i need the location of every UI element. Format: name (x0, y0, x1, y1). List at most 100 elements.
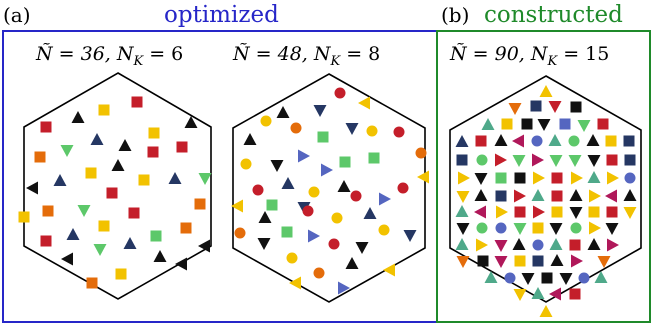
square-marker-yellow (138, 174, 150, 186)
square-marker-orange (34, 151, 46, 163)
square-marker-orange (194, 198, 206, 210)
square-marker-green (281, 226, 293, 238)
tri-up-marker-black (184, 116, 198, 128)
tri-up-marker-black (337, 180, 351, 192)
tri-up-marker-teal (481, 118, 495, 130)
square-marker-red (475, 135, 487, 147)
svg-text:Ñ = 90,NK = 15: Ñ = 90, NK = 15 (449, 42, 609, 69)
tri-up-marker-teal (549, 238, 563, 250)
square-marker-red (551, 190, 563, 202)
circle-marker-yellow (260, 115, 272, 127)
square-marker-red (569, 239, 581, 251)
square-marker-red (514, 206, 526, 218)
tri-up-marker-teal (594, 271, 608, 283)
tri-left-marker-yellow (289, 276, 301, 290)
tri-up-marker-black (494, 134, 508, 146)
square-marker-yellow (501, 118, 513, 130)
circle-marker-red (328, 238, 340, 250)
tri-right-marker-yellow (476, 238, 488, 252)
circle-marker-blue (495, 222, 507, 234)
circle-marker-orange (415, 147, 427, 159)
square-marker-yellow (115, 268, 127, 280)
tri-up-marker-teal (455, 238, 469, 250)
square-marker-red (176, 141, 188, 153)
square-marker-black (477, 255, 489, 267)
tri-right-marker-yellow (533, 171, 545, 185)
panel-a-title: optimized (164, 2, 279, 28)
circle-marker-red (302, 205, 314, 217)
square-marker-green (368, 152, 380, 164)
tri-down-marker-black (456, 223, 470, 235)
square-marker-green (495, 172, 507, 184)
square-marker-red (40, 121, 52, 133)
tri-left-marker-black (61, 252, 73, 266)
circle-marker-red (252, 184, 264, 196)
tri-left-marker-yellow (231, 199, 243, 213)
tri-down-marker-black (605, 223, 619, 235)
circle-marker-green (570, 222, 582, 234)
tri-right-marker-blue (321, 163, 333, 177)
square-marker-red (597, 118, 609, 130)
tri-left-marker-yellow (417, 170, 429, 184)
tri-up-marker-yellow (539, 85, 553, 97)
tri-up-marker-black (550, 254, 564, 266)
tri-right-marker-yellow (458, 171, 470, 185)
tri-down-marker-black (587, 155, 601, 167)
tri-down-marker-orange (456, 256, 470, 268)
tri-up-marker-black (345, 257, 359, 269)
circle-marker-green (476, 154, 488, 166)
circle-marker-blue (532, 239, 544, 251)
tri-right-marker-magenta (571, 254, 583, 268)
tri-down-marker-black (569, 207, 583, 219)
square-marker-navy (532, 255, 544, 267)
circle-marker-yellow (331, 212, 343, 224)
tri-down-marker-green (513, 223, 527, 235)
tri-down-marker-yellow (513, 289, 527, 301)
tri-right-marker-blue (298, 149, 310, 163)
square-marker-red (551, 172, 563, 184)
tri-down-marker-green (60, 145, 74, 157)
square-marker-green (150, 230, 162, 242)
square-marker-yellow (18, 211, 30, 223)
tri-left-marker-black (175, 257, 187, 271)
square-marker-yellow (98, 220, 110, 232)
tri-up-marker-black (623, 189, 637, 201)
tri-left-marker-yellow (383, 263, 395, 277)
square-marker-red (131, 96, 143, 108)
tri-down-marker-black (474, 173, 488, 185)
circle-marker-orange (313, 267, 325, 279)
circle-marker-green (476, 222, 488, 234)
square-marker-yellow (551, 206, 563, 218)
tri-down-marker-green (198, 173, 212, 185)
tri-down-marker-orange (508, 103, 522, 115)
tri-up-marker-black (512, 238, 526, 250)
tri-up-marker-navy (123, 237, 137, 249)
square-marker-yellow (85, 167, 97, 179)
tri-down-marker-black (270, 160, 284, 172)
tri-down-marker-green (568, 155, 582, 167)
tri-up-marker-black (276, 106, 290, 118)
tri-left-marker-black (26, 181, 38, 195)
tri-up-marker-navy (363, 207, 377, 219)
square-marker-yellow (98, 104, 110, 116)
tri-up-marker-navy (455, 135, 469, 147)
square-marker-green (339, 156, 351, 168)
tri-up-marker-black (587, 238, 601, 250)
square-marker-red (128, 207, 140, 219)
tri-down-marker-magenta (494, 240, 508, 252)
circle-marker-red (397, 182, 409, 194)
tri-right-marker-blue (308, 229, 320, 243)
square-marker-orange (180, 222, 192, 234)
tri-up-marker-black (569, 189, 583, 201)
circle-marker-orange (234, 227, 246, 239)
square-marker-orange (86, 277, 98, 289)
square-marker-red (147, 146, 159, 158)
circle-marker-red (393, 126, 405, 138)
square-marker-green (266, 199, 278, 211)
hex2-equation: Ñ = 48, NK = 8 (232, 42, 380, 69)
circle-marker-yellow (308, 186, 320, 198)
tri-up-marker-yellow (539, 305, 553, 317)
square-marker-yellow (514, 255, 526, 267)
tri-down-marker-black (559, 273, 573, 285)
svg-text:Ñ = 36,NK = 6: Ñ = 36, NK = 6 (35, 42, 183, 69)
